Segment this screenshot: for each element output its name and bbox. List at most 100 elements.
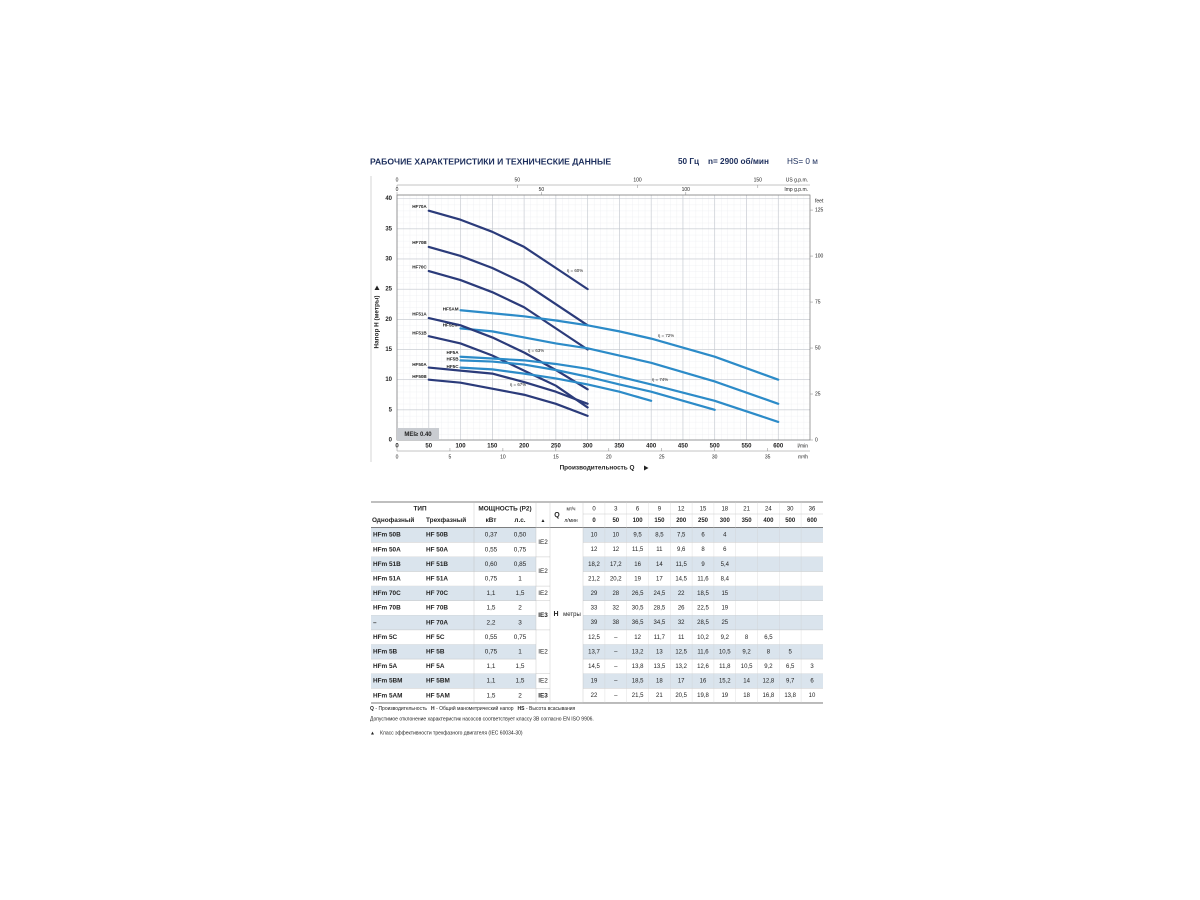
td: 36,5	[632, 620, 644, 626]
x-tick-label: 50	[425, 444, 432, 450]
pump-curve	[427, 269, 589, 351]
td: 17,2	[610, 562, 622, 568]
td: 9,2	[721, 635, 730, 641]
td: 6	[701, 533, 705, 539]
x-tick-label: 300	[583, 444, 594, 450]
td: HFm 5A	[373, 663, 398, 670]
pump-curve	[459, 359, 716, 411]
frequency: 50 Гц	[678, 157, 699, 166]
td: 13,2	[675, 664, 687, 670]
x-tick-label: 0	[395, 444, 399, 450]
th-q: 24	[765, 507, 772, 513]
th-q: 15	[700, 507, 707, 513]
td: HF 50B	[426, 532, 448, 539]
td: 3	[518, 619, 522, 626]
efficiency-label: η = 74%	[652, 377, 668, 382]
x-tick-label: 250	[551, 444, 562, 450]
tick-label: 0	[396, 454, 399, 460]
th-q: 400	[763, 518, 774, 524]
tick-label: 35	[765, 454, 771, 460]
th-q: 18	[721, 507, 728, 513]
td: HF 5B	[426, 648, 445, 655]
td: 8	[745, 635, 749, 641]
curve-label: HF51B	[412, 330, 427, 335]
td: 11	[678, 635, 685, 641]
x-tick-label: 500	[710, 444, 721, 450]
td: 18	[656, 679, 663, 685]
y-axis-title: Напор H (метры)	[374, 296, 381, 349]
td: 8,5	[655, 533, 664, 539]
td: 32	[612, 606, 619, 612]
td: 14,5	[675, 576, 687, 582]
td: 16	[700, 679, 707, 685]
td: HF 70C	[426, 590, 448, 597]
tick-label: 25	[815, 391, 821, 397]
th-q: 3	[614, 507, 618, 513]
axis-label: feet	[815, 198, 824, 204]
td: 9	[701, 562, 705, 568]
y-tick-label: 25	[385, 287, 392, 293]
curve-label: HF51A	[412, 311, 427, 316]
td: 1,5	[516, 590, 525, 597]
row-shade	[371, 673, 536, 689]
efficiency-label: η = 67%	[510, 382, 526, 387]
th: л/мин	[564, 518, 578, 524]
td: 6	[723, 547, 727, 553]
note-legend: Q- Производительность H - Общий манометрич…	[370, 705, 576, 712]
td: 12	[612, 547, 619, 553]
td: HFm 50A	[373, 546, 401, 553]
td: 9,5	[633, 533, 642, 539]
td: 29	[591, 591, 598, 597]
row-shade	[583, 673, 823, 689]
curve-label: HF5BM	[443, 323, 459, 328]
td: HF 5AM	[426, 692, 450, 699]
ie-class: IE2	[538, 678, 548, 685]
td: 19	[721, 606, 728, 612]
row-shade	[583, 615, 823, 630]
td: 6	[810, 679, 814, 685]
td: 0,50	[514, 532, 527, 539]
row-shade	[583, 556, 823, 572]
tick-label: 150	[754, 177, 763, 183]
td: –	[614, 664, 618, 670]
td: 15	[721, 591, 728, 597]
td: 13	[656, 649, 663, 655]
tick-label: 30	[712, 454, 718, 460]
x-tick-label: 350	[614, 444, 625, 450]
td: 14	[743, 679, 750, 685]
th-q: 350	[742, 518, 753, 524]
tick-label: 10	[500, 454, 506, 460]
tick-label: 0	[396, 187, 399, 193]
th-q: 0	[592, 518, 596, 524]
td: 12	[634, 635, 641, 641]
td: 0,60	[485, 561, 498, 568]
td: 18,5	[697, 591, 709, 597]
td: 6,5	[764, 635, 773, 641]
td: 14	[656, 562, 663, 568]
tick-label: 100	[815, 253, 824, 259]
td: 9,2	[764, 664, 773, 670]
curve-label: HF70A	[412, 204, 427, 209]
note-ie-mark: ▲	[370, 730, 375, 736]
td: 25	[721, 620, 728, 626]
td: 2	[518, 692, 522, 699]
x-axis-title: Производительность Q	[560, 465, 635, 472]
td: 12,8	[763, 679, 775, 685]
td: HFm 50B	[373, 532, 401, 539]
td: 11,5	[676, 562, 688, 568]
pump-curve	[427, 245, 589, 327]
td: 12,5	[675, 649, 687, 655]
note-tolerance: Допустимое отклонение характеристик насо…	[370, 716, 594, 722]
td: HFm 70C	[373, 590, 401, 597]
tick-label: 0	[815, 437, 818, 443]
axis-label: US g.p.m.	[786, 177, 808, 183]
td: HF 50A	[426, 546, 448, 553]
y-tick-label: 10	[385, 377, 392, 383]
th-q: 50	[612, 518, 619, 524]
plot-area	[397, 195, 810, 440]
td: 1	[518, 648, 522, 655]
th: МОЩНОСТЬ (P2)	[478, 506, 531, 513]
td: –	[614, 649, 618, 655]
